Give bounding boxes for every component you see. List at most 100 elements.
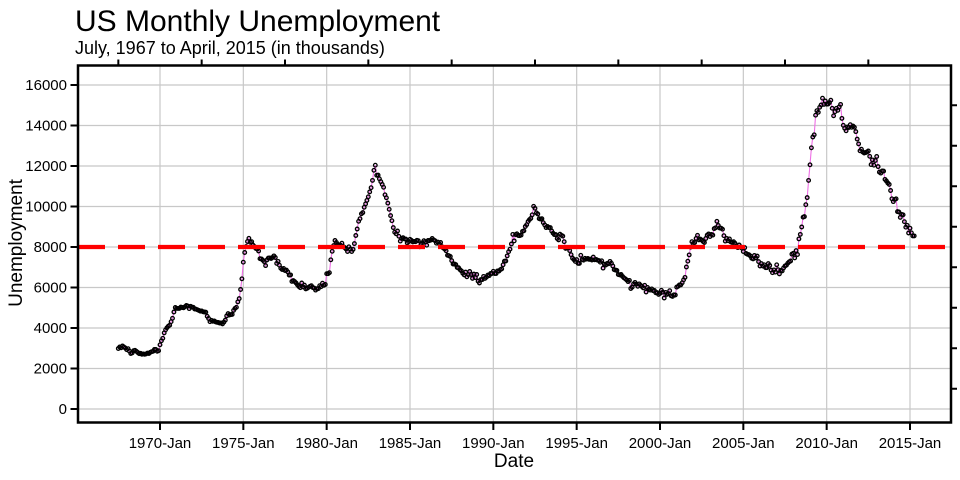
x-tick-label: 2000-Jan: [629, 435, 692, 452]
data-point: [160, 335, 166, 341]
data-point: [599, 258, 605, 264]
data-point: [504, 253, 510, 259]
data-point: [804, 195, 810, 201]
gridlines: [78, 65, 951, 423]
data-point: [806, 177, 812, 183]
data-point: [685, 258, 691, 264]
data-point: [682, 274, 688, 280]
data-point: [813, 112, 819, 118]
data-point: [672, 292, 678, 298]
y-tick-label: 0: [59, 401, 67, 418]
data-point: [808, 145, 814, 151]
x-tick-label: 1980-Jan: [295, 435, 358, 452]
data-point: [539, 216, 545, 222]
y-tick-label: 12000: [25, 158, 67, 175]
data-point: [438, 240, 444, 245]
data-point: [792, 255, 798, 261]
data-point: [767, 262, 773, 268]
y-tick-label: 16000: [25, 77, 67, 94]
data-point: [710, 232, 716, 238]
data-point: [626, 277, 632, 283]
chart-subtitle: July, 1967 to April, 2015 (in thousands): [75, 38, 385, 58]
data-point: [893, 196, 899, 202]
data-point: [508, 241, 514, 247]
data-point: [838, 101, 844, 107]
data-point: [365, 194, 371, 200]
data-point: [600, 265, 606, 271]
tick-labels: 1970-Jan 1975-Jan 1980-Jan 1985-Jan 1990-Jan…: [25, 77, 941, 452]
data-point: [721, 233, 727, 239]
data-point: [870, 157, 875, 163]
x-tick-label: 1995-Jan: [545, 435, 608, 452]
data-point: [828, 97, 834, 103]
data-point: [815, 109, 821, 115]
data-point: [468, 272, 474, 277]
data-point: [529, 212, 535, 218]
data-point: [667, 288, 673, 294]
data-point: [904, 222, 910, 228]
y-tick-label: 10000: [25, 199, 67, 216]
data-point: [660, 289, 666, 295]
x-tick-label: 1975-Jan: [212, 435, 275, 452]
data-point: [868, 162, 874, 168]
x-tick-label: 1990-Jan: [462, 435, 525, 452]
data-point: [865, 148, 871, 154]
data-point: [851, 124, 857, 130]
y-tick-label: 6000: [34, 280, 67, 297]
data-point: [329, 248, 335, 254]
data-point: [415, 238, 421, 244]
data-point: [388, 213, 394, 219]
data-point: [246, 235, 252, 241]
data-point: [871, 162, 877, 168]
data-point: [799, 224, 805, 230]
data-point: [351, 241, 357, 247]
data-point: [686, 252, 692, 258]
data-point: [695, 232, 700, 238]
data-point: [772, 269, 778, 275]
data-point: [888, 188, 894, 193]
data-point: [754, 253, 760, 259]
x-tick-label: 2005-Jan: [712, 435, 775, 452]
data-point: [797, 231, 803, 237]
plot-frame-and-ticks: [70, 59, 957, 430]
data-point: [764, 265, 770, 271]
data-point: [774, 262, 780, 268]
data-point: [389, 218, 395, 224]
y-tick-label: 2000: [34, 361, 67, 378]
data-point: [811, 132, 817, 138]
data-line: [117, 98, 915, 355]
data-point: [474, 272, 480, 277]
data-point: [831, 113, 837, 119]
data-point: [560, 233, 566, 239]
data-point: [322, 282, 328, 287]
data-point: [328, 257, 334, 263]
data-point: [803, 202, 809, 208]
data-point: [157, 342, 163, 348]
data-point: [288, 272, 294, 278]
data-point: [843, 128, 849, 134]
data-series: [115, 95, 917, 357]
data-point: [561, 239, 567, 245]
data-point: [556, 237, 562, 243]
data-point: [395, 228, 400, 234]
plot-border: [76, 64, 953, 424]
data-point: [683, 264, 689, 270]
data-point: [900, 212, 906, 218]
y-tick-label: 14000: [25, 118, 67, 135]
data-point: [911, 233, 917, 239]
data-point: [521, 228, 527, 234]
data-point: [368, 185, 374, 191]
data-point: [896, 209, 902, 215]
data-point: [238, 287, 244, 292]
data-point: [390, 225, 396, 231]
data-point: [614, 268, 620, 273]
x-tick-label: 2015-Jan: [879, 435, 942, 452]
data-point: [576, 260, 582, 266]
data-point: [203, 309, 209, 315]
data-point: [532, 205, 538, 211]
x-tick-label: 1985-Jan: [379, 435, 442, 452]
data-point: [720, 226, 725, 232]
data-point: [854, 136, 860, 142]
data-point: [795, 252, 800, 257]
